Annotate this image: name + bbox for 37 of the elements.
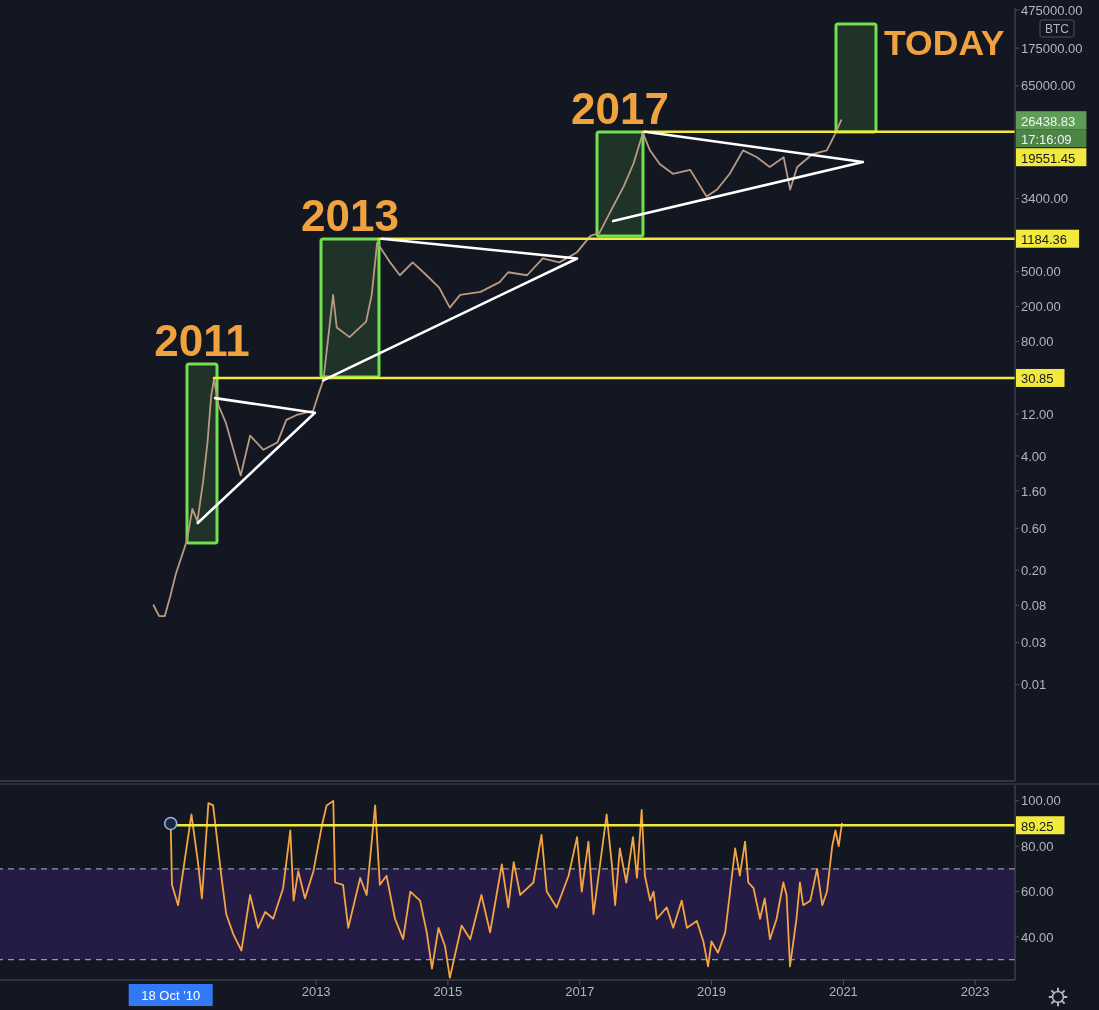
data-label: 30.85 <box>1021 370 1054 386</box>
y-tick-label: 475000.00 <box>1021 2 1083 18</box>
y-tick-label: 12.00 <box>1021 406 1054 422</box>
y-tick-label: 4.00 <box>1021 448 1047 464</box>
y-tick-label: 0.20 <box>1021 562 1047 578</box>
y-tick-label: 0.03 <box>1021 635 1047 651</box>
y-tick-label: 40.00 <box>1021 929 1054 945</box>
x-tick-label: 2017 <box>565 984 595 1000</box>
y-tick-label: 3400.00 <box>1021 191 1068 207</box>
y-tick-label: 200.00 <box>1021 299 1061 315</box>
x-tick-label: 2013 <box>301 984 331 1000</box>
data-label: 19551.45 <box>1021 150 1076 166</box>
y-tick-label: 500.00 <box>1021 264 1061 280</box>
x-tick-label: 2021 <box>828 984 858 1000</box>
y-tick-label: 80.00 <box>1021 838 1054 854</box>
annotation: TODAY <box>884 22 1005 63</box>
x-tick-label: 2019 <box>697 984 726 1000</box>
y-tick-label: 0.01 <box>1021 677 1047 693</box>
data-label: 1184.36 <box>1021 231 1068 247</box>
y-tick-label: 175000.00 <box>1021 40 1083 56</box>
annotation: 2017 <box>571 84 669 133</box>
y-tick-label: 0.08 <box>1021 597 1047 613</box>
y-tick-label: 0.60 <box>1021 520 1047 536</box>
data-label: 89.25 <box>1021 818 1054 834</box>
y-tick-label: 60.00 <box>1021 884 1054 900</box>
text: 26438.83 <box>1021 113 1076 129</box>
y-tick-label: 65000.00 <box>1021 78 1076 94</box>
text: BTC <box>1045 22 1070 36</box>
text: 17:16:09 <box>1021 131 1072 147</box>
y-tick-label: 1.60 <box>1021 483 1047 499</box>
x-tick-label: 2015 <box>433 984 463 1000</box>
text: 18 Oct '10 <box>141 987 201 1003</box>
annotation: 2011 <box>154 316 250 365</box>
x-tick-label: 2023 <box>960 984 990 1000</box>
annotation: 2013 <box>301 191 399 240</box>
y-tick-label: 80.00 <box>1021 334 1054 350</box>
y-tick-label: 100.00 <box>1021 793 1061 809</box>
